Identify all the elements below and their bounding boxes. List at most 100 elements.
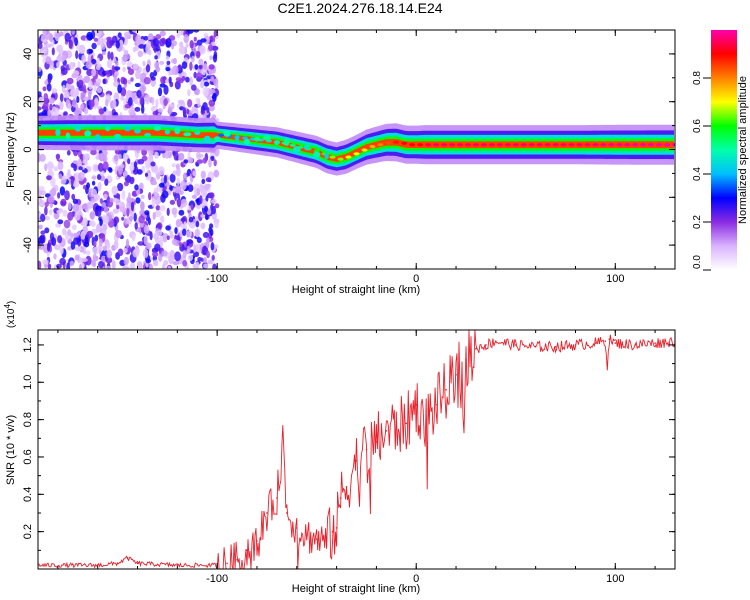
- noise-speckle: [51, 47, 55, 56]
- noise-speckle: [58, 173, 63, 179]
- noise-speckle: [91, 180, 96, 186]
- noise-speckle: [139, 182, 144, 191]
- noise-speckle: [68, 61, 75, 70]
- noise-speckle: [72, 232, 80, 238]
- noise-speckle: [74, 211, 81, 221]
- noise-speckle: [159, 60, 165, 65]
- noise-speckle: [116, 204, 120, 210]
- noise-speckle: [82, 203, 89, 210]
- noise-speckle: [143, 77, 151, 85]
- ridge-point: [576, 143, 583, 147]
- noise-speckle: [127, 192, 131, 202]
- noise-speckle: [96, 78, 102, 85]
- ridge-blob: [284, 138, 290, 146]
- ridge-point: [361, 148, 368, 152]
- noise-speckle: [159, 30, 166, 37]
- ridge-point: [218, 133, 225, 137]
- noise-speckle: [48, 209, 53, 216]
- noise-speckle: [136, 89, 142, 99]
- noise-speckle: [199, 45, 206, 55]
- noise-speckle: [175, 219, 182, 228]
- noise-speckle: [38, 185, 45, 191]
- noise-speckle: [72, 98, 77, 108]
- ridge-point: [480, 143, 487, 147]
- noise-speckle: [113, 66, 121, 71]
- noise-speckle: [168, 255, 175, 265]
- noise-speckle: [47, 75, 52, 84]
- noise-speckle: [50, 177, 56, 187]
- noise-speckle: [74, 37, 78, 46]
- noise-speckle: [166, 60, 171, 65]
- noise-speckle: [187, 156, 194, 164]
- noise-speckle: [73, 236, 80, 245]
- noise-speckle: [92, 253, 97, 263]
- snr-line: [38, 330, 675, 569]
- noise-speckle: [183, 159, 189, 164]
- ridge-blob: [134, 128, 141, 134]
- noise-speckle: [80, 104, 84, 111]
- noise-speckle: [172, 261, 180, 266]
- noise-speckle: [200, 109, 205, 115]
- noise-speckle: [129, 216, 133, 222]
- ridge-point: [528, 143, 535, 147]
- noise-speckle: [108, 111, 112, 115]
- ridge-point: [656, 143, 663, 147]
- noise-speckle: [63, 111, 68, 117]
- noise-speckle: [187, 30, 194, 34]
- noise-speckle: [42, 102, 49, 110]
- noise-speckle: [210, 75, 215, 82]
- noise-speckle: [105, 256, 113, 264]
- noise-speckle: [144, 159, 151, 170]
- y-tick-label: 1.0: [22, 375, 34, 390]
- noise-speckle: [91, 175, 97, 180]
- noise-speckle: [135, 197, 141, 204]
- noise-speckle: [101, 51, 106, 56]
- noise-speckle: [132, 249, 140, 258]
- noise-speckle: [174, 251, 182, 262]
- noise-speckle: [186, 248, 191, 253]
- noise-speckle: [57, 235, 63, 244]
- noise-speckle: [44, 216, 50, 221]
- noise-speckle: [178, 45, 186, 55]
- noise-speckle: [206, 95, 212, 101]
- ridge-blob: [223, 130, 231, 137]
- noise-speckle: [182, 107, 187, 117]
- noise-speckle: [40, 230, 46, 235]
- noise-speckle: [210, 204, 214, 211]
- noise-speckle: [42, 86, 47, 92]
- colorbar-ticks: 0.0 0.2 0.4 0.6 0.8: [692, 71, 711, 271]
- noise-speckle: [138, 44, 146, 49]
- ridge-blob: [213, 136, 221, 142]
- noise-speckle: [127, 68, 135, 75]
- noise-speckle: [213, 78, 219, 86]
- ridge-point: [289, 143, 296, 147]
- noise-speckle: [141, 86, 145, 97]
- ridge-point: [648, 143, 655, 147]
- noise-speckle: [160, 76, 166, 84]
- svg-text:(x104): (x104): [3, 301, 17, 328]
- noise-speckle: [152, 212, 156, 220]
- noise-speckle: [202, 86, 209, 97]
- noise-speckle: [65, 82, 71, 90]
- noise-speckle: [39, 46, 46, 56]
- noise-speckle: [177, 30, 181, 36]
- noise-speckle: [214, 203, 220, 209]
- ridge-line: [218, 133, 675, 161]
- ridge-blob: [183, 132, 192, 137]
- noise-speckle: [163, 174, 167, 184]
- ridge-point: [504, 143, 511, 147]
- noise-speckle: [212, 263, 217, 269]
- noise-speckle: [167, 265, 172, 269]
- ridge-point: [433, 143, 440, 147]
- ridge-point: [401, 141, 408, 145]
- noise-speckle: [96, 174, 102, 180]
- noise-speckle: [93, 240, 97, 247]
- noise-speckle: [57, 161, 64, 171]
- noise-speckle: [129, 176, 135, 185]
- noise-speckle: [107, 51, 111, 60]
- noise-speckle: [129, 263, 134, 269]
- noise-speckle: [85, 61, 92, 69]
- ridge-point: [472, 143, 479, 147]
- noise-speckle: [90, 197, 96, 203]
- noise-speckle: [202, 102, 208, 111]
